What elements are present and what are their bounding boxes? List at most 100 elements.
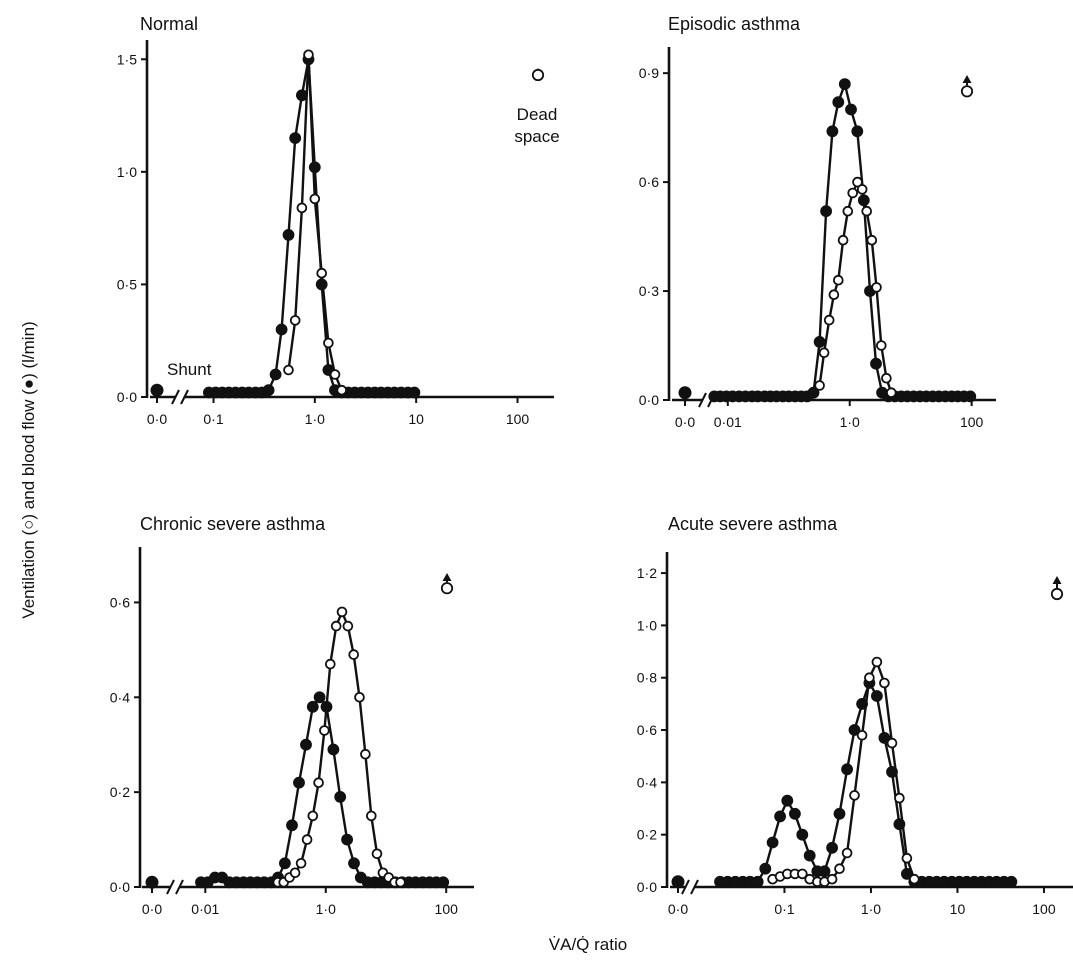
panel-4-axis-break bbox=[681, 879, 699, 895]
panel-1-dead-space-marker bbox=[531, 68, 545, 82]
ventilation-point bbox=[866, 234, 878, 246]
panel-3-xtick-zero-label: 0·0 bbox=[142, 901, 162, 917]
ventilation-point bbox=[395, 876, 406, 888]
dead-space-point bbox=[1050, 587, 1064, 601]
panel-4-ytick-label: 0·4 bbox=[637, 774, 657, 790]
panel-2-xtick-label: 0·01 bbox=[714, 414, 742, 430]
ventilation-point bbox=[289, 315, 301, 326]
panel-2-xtick-zero-label: 0·0 bbox=[675, 414, 695, 430]
ventilation-point bbox=[826, 873, 838, 885]
panel-2-ytick-label: 0·6 bbox=[639, 174, 659, 190]
blood-flow-point bbox=[766, 836, 779, 849]
blood-flow-point bbox=[803, 849, 816, 862]
blood-flow-point bbox=[306, 700, 319, 713]
panel-1-xtick-label: 10 bbox=[408, 411, 424, 427]
blood-flow-point bbox=[820, 205, 832, 218]
panel-3-ytick-label: 0·0 bbox=[110, 879, 130, 895]
blood-flow-point bbox=[282, 228, 295, 241]
panel-1-ytick-label: 1·0 bbox=[117, 164, 137, 180]
panel-2-title: Episodic asthma bbox=[668, 14, 801, 34]
panel-3-xtick-label: 100 bbox=[435, 901, 459, 917]
panel-1-shunt-point bbox=[150, 383, 164, 397]
figure-ylabel: Ventilation (○) and blood flow (●) (l/mi… bbox=[19, 321, 38, 618]
panel-1-xtick-label: 0·1 bbox=[203, 411, 223, 427]
ventilation-point bbox=[864, 672, 875, 683]
panel-3-ytick-label: 0·6 bbox=[110, 594, 130, 610]
ventilation-point bbox=[856, 184, 868, 195]
panel-2-xtick-label: 1·0 bbox=[840, 414, 860, 430]
blood-flow-point bbox=[262, 384, 275, 397]
panel-4-xtick-label: 0·1 bbox=[774, 901, 794, 917]
blood-flow-point bbox=[313, 691, 326, 704]
blood-flow-point bbox=[838, 78, 851, 91]
ventilation-point bbox=[354, 691, 365, 703]
blood-flow-point bbox=[293, 776, 305, 789]
arrow-up-icon bbox=[1052, 576, 1062, 584]
panel-2: Episodic asthma 0·0 0·3 0·6 0·9 0·0 0·01 1·0 100 bbox=[639, 14, 996, 430]
blood-flow-point bbox=[751, 875, 764, 888]
panel-4-xtick-label: 10 bbox=[950, 901, 966, 917]
ventilation-point bbox=[871, 656, 883, 668]
blood-flow-point bbox=[759, 862, 772, 875]
blood-flow-point bbox=[437, 876, 450, 889]
dead-space-point bbox=[531, 68, 545, 82]
ventilation-point bbox=[908, 873, 920, 885]
blood-flow-point bbox=[807, 386, 820, 399]
ventilation-point bbox=[796, 868, 808, 880]
panel-1-xtick-label: 1·0 bbox=[305, 411, 325, 427]
ventilation-point bbox=[289, 867, 301, 879]
panel-1-axis-break bbox=[171, 389, 189, 405]
blood-flow-point bbox=[774, 810, 786, 823]
blood-flow-point bbox=[833, 807, 846, 820]
ventilation-point bbox=[849, 790, 860, 801]
figure-xlabel: V̇A/Q̇ ratio bbox=[549, 935, 627, 954]
panel-4-ytick-label: 1·0 bbox=[637, 617, 657, 633]
panel-3-series-ventilation bbox=[272, 606, 406, 888]
panel-2-ytick-label: 0·3 bbox=[639, 283, 659, 299]
blood-flow-point bbox=[327, 743, 340, 756]
panel-4-ytick-label: 0·2 bbox=[637, 827, 657, 843]
shunt-label: Shunt bbox=[167, 360, 212, 379]
ventilation-point bbox=[348, 649, 360, 660]
ventilation-point bbox=[901, 852, 913, 864]
panel-3-series-blood-flow bbox=[195, 691, 450, 889]
arrow-up-icon bbox=[962, 75, 972, 83]
panel-2-ytick-label: 0·0 bbox=[639, 392, 659, 408]
panel-2-ytick-label: 0·9 bbox=[639, 65, 659, 81]
panel-3-blood-flow-line bbox=[201, 696, 444, 884]
panel-2-series-blood-flow bbox=[708, 78, 977, 403]
ventilation-point bbox=[295, 857, 307, 869]
panel-4-ytick-label: 1·2 bbox=[637, 565, 657, 581]
panel-4-xtick-label: 1·0 bbox=[861, 901, 881, 917]
panel-4-series-ventilation bbox=[767, 656, 920, 888]
panels: Normal 0·0 0·5 1·0 1·5 0·0 0·1 1·0 10 100 Shunt Dea… bbox=[110, 14, 1073, 917]
panel-3-shunt-point bbox=[145, 875, 159, 889]
ventilation-point bbox=[296, 202, 308, 214]
blood-flow-point bbox=[269, 368, 282, 381]
blood-flow-point bbox=[878, 732, 891, 744]
panel-3-xtick-label: 0·01 bbox=[191, 901, 219, 917]
panel-3-dead-space-marker bbox=[440, 573, 454, 595]
blood-flow-point bbox=[818, 865, 831, 878]
panel-4-ytick-label: 0·8 bbox=[637, 670, 657, 686]
panel-4-shunt-point bbox=[671, 875, 685, 889]
panel-3-ventilation-line bbox=[277, 610, 401, 884]
ventilation-point bbox=[313, 777, 324, 788]
ventilation-point bbox=[319, 725, 330, 736]
ventilation-point bbox=[323, 337, 334, 349]
dead-space-label: space bbox=[514, 127, 559, 146]
ventilation-point bbox=[881, 372, 892, 384]
ventilation-point bbox=[303, 49, 314, 61]
panel-4-ytick-label: 0·6 bbox=[637, 722, 657, 738]
ventilation-point bbox=[879, 677, 890, 689]
panel-2-series-ventilation bbox=[814, 176, 897, 399]
ventilation-point bbox=[886, 737, 898, 749]
blood-flow-point bbox=[275, 323, 288, 336]
ventilation-point bbox=[307, 810, 319, 822]
panel-4-title: Acute severe asthma bbox=[668, 514, 838, 534]
blood-flow-point bbox=[334, 791, 347, 803]
blood-flow-point bbox=[1005, 875, 1018, 888]
ventilation-point bbox=[283, 364, 294, 376]
ventilation-point bbox=[885, 387, 897, 399]
